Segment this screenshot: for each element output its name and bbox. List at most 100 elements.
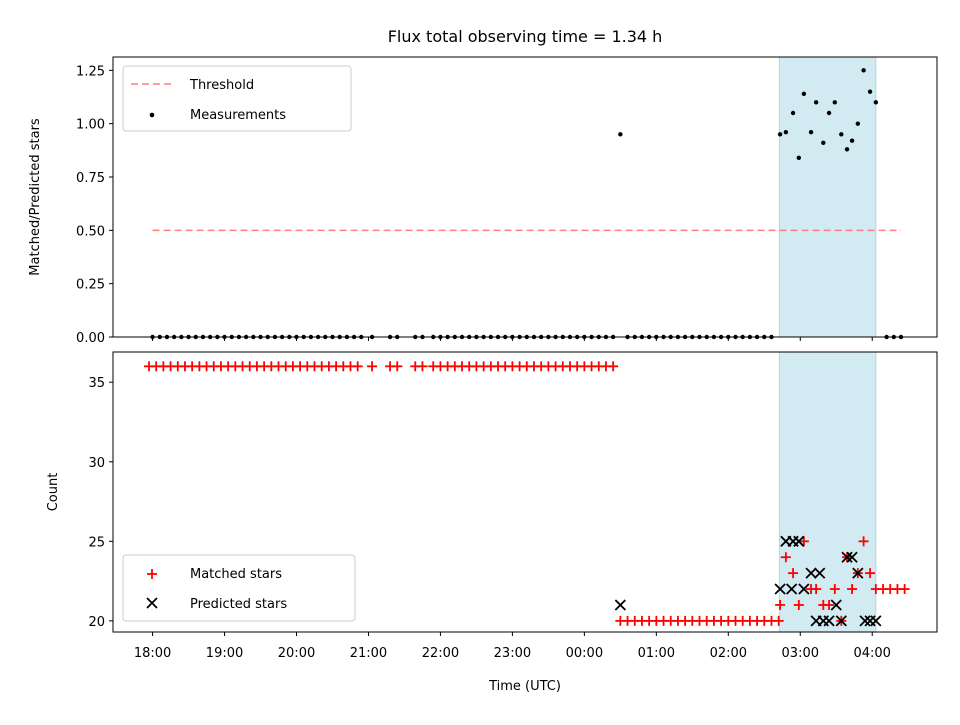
x-axis-label: Time (UTC) xyxy=(488,679,561,694)
count-y-tick-label: 25 xyxy=(88,535,105,550)
predicted-marker-b xyxy=(830,599,842,611)
ratio-y-tick-label: 1.00 xyxy=(76,118,105,133)
legend-measurements-swatch xyxy=(149,112,155,118)
matched-star-marker xyxy=(847,584,858,595)
predicted-star-marker xyxy=(823,615,835,627)
measurement-point xyxy=(855,121,861,126)
matched-star-marker xyxy=(367,361,378,372)
count-y-tick-label: 35 xyxy=(88,376,105,391)
ratio-panel: 0.00 0.25 0.50 0.75 1.00 1.25 Matched/Predict… xyxy=(28,56,938,346)
measurement-point xyxy=(826,110,832,116)
counts-legend-box xyxy=(122,554,356,622)
predicted-star-marker xyxy=(785,583,798,595)
predicted-star-marker xyxy=(805,567,817,579)
legend-threshold-label: Threshold xyxy=(189,78,254,93)
predicted-star-marker xyxy=(846,551,858,563)
measurement-point xyxy=(849,138,855,143)
matched-star-markers xyxy=(143,361,910,626)
ratio-y-tick-label: 0.75 xyxy=(76,171,105,186)
matched-star-marker xyxy=(865,568,876,579)
measurement-point xyxy=(861,68,866,73)
ratio-y-tick-label: 0.00 xyxy=(76,331,105,346)
count-y-tick-label: 30 xyxy=(88,456,105,471)
predicted-marker-b xyxy=(841,551,853,563)
ratio-y-label: Matched/Predicted stars xyxy=(28,118,43,276)
predicted-star-marker xyxy=(814,567,826,579)
predicted-marker-b xyxy=(785,583,798,595)
predicted-marker-b xyxy=(798,583,810,595)
matched-star-marker xyxy=(392,361,403,372)
time-x-tick-label: 04:00 xyxy=(853,646,890,661)
count-y-tick-label: 20 xyxy=(88,615,105,630)
measurement-point xyxy=(844,147,850,152)
measurement-point xyxy=(783,130,789,135)
measurement-point xyxy=(777,132,783,137)
predicted-marker-b xyxy=(859,615,871,627)
predicted-star-marker xyxy=(870,615,882,627)
measurement-point xyxy=(808,130,814,135)
predicted-marker-b xyxy=(793,535,805,547)
measurement-point xyxy=(813,100,819,105)
legend-measurements-label: Measurements xyxy=(190,108,286,123)
matched-star-marker xyxy=(858,536,869,547)
measurement-point xyxy=(867,89,873,94)
predicted-star-marker xyxy=(798,583,810,595)
matched-star-marker xyxy=(798,536,809,547)
time-x-tick-label: 21:00 xyxy=(350,646,387,661)
predicted-star-marker xyxy=(774,583,786,595)
measurement-point xyxy=(821,140,826,146)
predicted-marker-b xyxy=(814,567,826,579)
ratio-legend: Threshold Measurements xyxy=(122,65,352,132)
observing-window-shade-bottom xyxy=(778,351,877,633)
matched-star-marker xyxy=(899,584,910,595)
counts-legend: Matched stars Predicted stars xyxy=(122,554,356,622)
time-x-tick-label: 19:00 xyxy=(206,646,243,661)
matched-star-marker xyxy=(788,568,799,579)
time-x-tick-label: 18:00 xyxy=(134,646,171,661)
predicted-star-marker xyxy=(859,615,871,627)
measurement-point xyxy=(796,155,802,160)
time-x-tick-label: 03:00 xyxy=(782,646,819,661)
predicted-star-marker xyxy=(793,535,805,547)
matched-star-marker xyxy=(811,584,822,595)
observing-window-bottom xyxy=(778,351,877,633)
measurement-point xyxy=(618,132,623,137)
matched-star-marker xyxy=(417,361,428,372)
matched-star-marker xyxy=(608,361,619,372)
matched-star-marker xyxy=(793,599,804,610)
legend-matched-label: Matched stars xyxy=(190,567,282,582)
time-x-tick-label: 01:00 xyxy=(638,646,675,661)
ratio-y-tick-label: 0.25 xyxy=(76,278,105,293)
predicted-star-marker xyxy=(841,551,853,563)
ratio-y-ticks: 0.00 0.25 0.50 0.75 1.00 1.25 xyxy=(76,64,113,346)
ratio-axes-frame xyxy=(112,56,938,338)
measurement-point xyxy=(873,100,879,105)
predicted-star-markers xyxy=(614,535,882,627)
matched-star-marker xyxy=(352,361,363,372)
counts-axes-frame xyxy=(112,351,938,633)
time-x-ticks: 18:00 19:00 20:00 21:00 22:00 23:00 00:00 01:00… xyxy=(134,632,891,661)
observing-window-shade-top xyxy=(778,56,877,338)
legend-predicted-label: Predicted stars xyxy=(190,597,287,612)
predicted-marker-b xyxy=(614,599,626,611)
count-y-ticks: 20 25 30 35 xyxy=(88,376,113,630)
chart-title: Flux total observing time = 1.34 h xyxy=(388,27,663,46)
time-x-tick-label: 23:00 xyxy=(494,646,531,661)
predicted-marker-b xyxy=(846,551,858,563)
measurement-point xyxy=(790,110,796,116)
predicted-marker-b xyxy=(805,567,817,579)
predicted-marker-b xyxy=(774,583,786,595)
matched-star-marker xyxy=(824,599,835,610)
predicted-marker-b xyxy=(870,615,882,627)
time-x-tick-label: 20:00 xyxy=(278,646,315,661)
matched-star-marker xyxy=(775,599,786,610)
legend-predicted-swatch xyxy=(146,597,158,609)
time-x-tick-label: 22:00 xyxy=(422,646,459,661)
count-y-label: Count xyxy=(46,473,61,512)
time-x-tick-label: 02:00 xyxy=(710,646,747,661)
matched-star-marker xyxy=(780,552,791,563)
counts-panel: 20 25 30 35 18:00 19:00 20:00 21:00 22:00 23:00 0… xyxy=(46,351,938,694)
measurement-point xyxy=(839,132,844,137)
predicted-star-marker xyxy=(830,599,842,611)
predicted-star-marker xyxy=(852,567,864,579)
